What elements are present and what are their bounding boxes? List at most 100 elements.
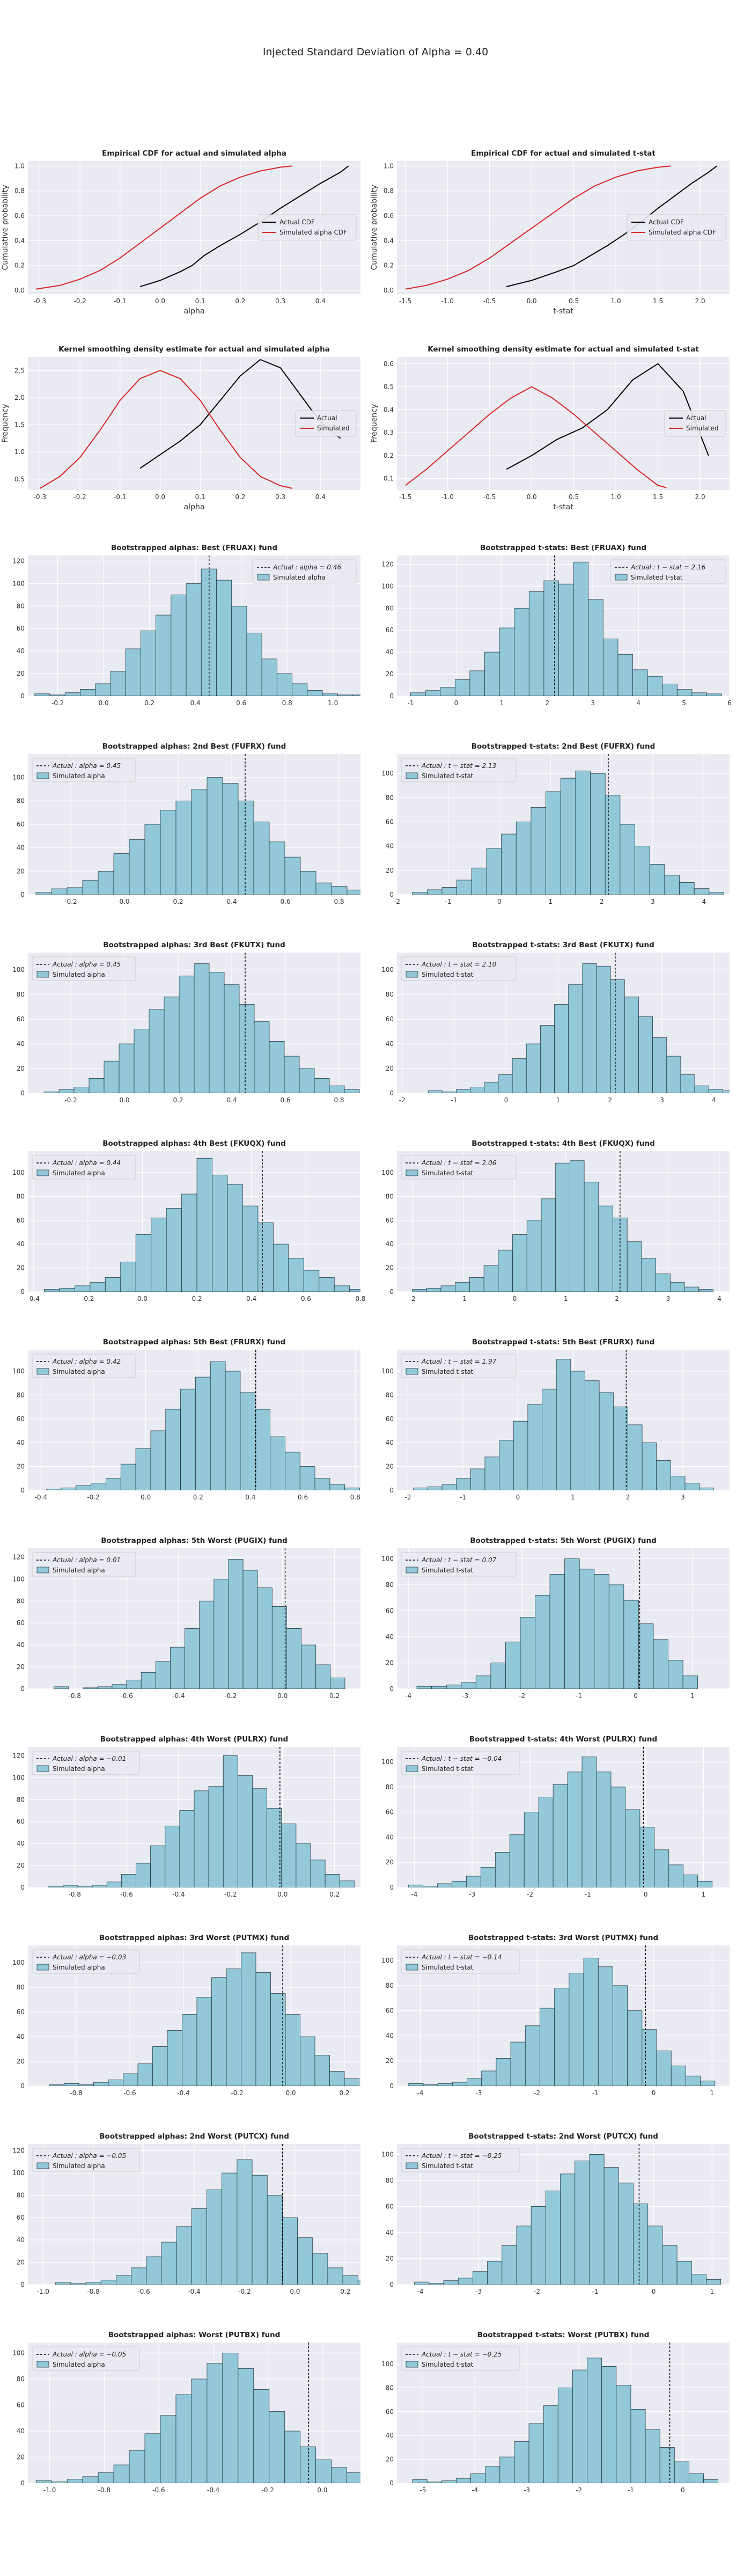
x-tick-label: 0 [681, 2486, 685, 2494]
histogram-bar [171, 594, 187, 696]
histogram-bar [120, 1463, 136, 1490]
x-tick-label: -1.0 [43, 2486, 56, 2494]
histogram-bar [307, 690, 323, 696]
histogram-bar [83, 1687, 98, 1689]
histogram-bar [85, 2282, 101, 2285]
histogram-bar [543, 2405, 558, 2483]
subplot-title: Kernel smoothing density estimate for ac… [428, 345, 699, 354]
x-tick-label: -1 [592, 2089, 599, 2097]
x-tick-label: -1 [460, 1295, 467, 1302]
x-tick-label: 0.6 [280, 898, 290, 905]
x-tick-label: 0.1 [195, 297, 205, 305]
legend-entry: Actual : alpha = −0.01 [52, 1755, 126, 1762]
y-tick-label: 100 [12, 1575, 25, 1583]
histogram-bar [461, 1682, 476, 1689]
x-axis-label: alpha [184, 503, 205, 511]
histogram-bar [73, 1087, 90, 1093]
histogram-bar [216, 580, 232, 696]
x-tick-label: 0.0 [141, 1494, 151, 1501]
histogram-bar [408, 2083, 424, 2086]
y-tick-label: 0 [20, 692, 25, 700]
y-tick-label: 0 [20, 1288, 25, 1296]
legend-entry: Simulated alpha CDF [649, 229, 716, 236]
histogram-bar [301, 1644, 316, 1689]
x-tick-label: 0.0 [285, 2089, 296, 2097]
histogram-bar [585, 1380, 600, 1490]
histogram-bar [61, 1488, 77, 1490]
y-tick-label: 0 [20, 1685, 25, 1693]
x-tick-label: -1 [460, 1494, 466, 1501]
histogram-bar [668, 1660, 683, 1689]
x-tick-label: 0 [497, 898, 502, 905]
histogram-bar [352, 694, 360, 696]
x-tick-label: 0.0 [527, 493, 537, 501]
y-tick-label: 60 [386, 626, 394, 634]
histogram-bar [473, 2271, 488, 2285]
histogram-bar [46, 1489, 62, 1490]
histogram-bar [699, 1488, 714, 1490]
histogram-bar [531, 807, 546, 895]
histogram-bar [152, 2046, 168, 2086]
histogram-bar [59, 1287, 75, 1292]
x-tick-label: -2 [534, 2288, 540, 2295]
x-tick-label: 3 [666, 1295, 671, 1302]
x-tick-label: 0 [634, 1692, 638, 1700]
x-tick-label: 0.2 [192, 1295, 202, 1302]
histogram-bar [416, 1686, 432, 1689]
subplot-title: Bootstrapped t-stats: Worst (PUTBX) fund [477, 2331, 650, 2339]
histogram-bar [662, 684, 678, 696]
histogram-bar [526, 1220, 542, 1292]
histogram-bar [412, 2479, 428, 2483]
legend-swatch [406, 2361, 418, 2368]
y-tick-label: 60 [386, 1217, 394, 1224]
histogram-bar [596, 1772, 612, 1887]
histogram-bar [327, 2267, 343, 2285]
legend-swatch [36, 1964, 49, 1971]
y-tick-label: 40 [386, 648, 394, 656]
y-tick-label: 0.0 [384, 287, 394, 294]
x-tick-label: 1 [500, 699, 504, 707]
histogram-bar [610, 979, 625, 1093]
y-tick-label: 100 [12, 2169, 25, 2177]
x-tick-label: 4 [702, 898, 706, 905]
legend-entry: Actual CDF [649, 218, 684, 226]
histogram-bar [737, 695, 751, 696]
histogram-bar [414, 2281, 430, 2285]
y-tick-label: 40 [386, 2432, 394, 2439]
legend-box [401, 1552, 517, 1577]
histogram-bar [80, 689, 96, 696]
histogram-bar [129, 2450, 145, 2483]
y-tick-label: 0 [20, 2082, 25, 2090]
legend-entry: Actual [686, 414, 706, 422]
histogram-bar [34, 693, 50, 696]
x-tick-label: -4 [417, 2089, 424, 2097]
y-tick-label: 80 [386, 991, 394, 998]
histogram-bar [568, 984, 583, 1093]
histogram-bar [261, 658, 277, 696]
histogram-bar [325, 1874, 340, 1887]
histogram-bar [144, 2433, 161, 2483]
histogram-bar [82, 880, 99, 895]
subplot-title: Bootstrapped alphas: 4th Best (FKUQX) fu… [102, 1139, 286, 1148]
legend-swatch [257, 574, 270, 581]
histogram-bar [191, 789, 208, 895]
histogram-bar [426, 2482, 442, 2483]
y-tick-label: 60 [17, 2214, 25, 2221]
x-tick-label: 0.5 [569, 493, 579, 501]
histogram-bar [209, 972, 225, 1093]
subplot-title: Bootstrapped alphas: 2nd Worst (PUTCX) f… [99, 2132, 289, 2141]
y-tick-label: 20 [386, 1264, 394, 1272]
legend-swatch [406, 1368, 418, 1375]
histogram-bar [458, 2278, 473, 2285]
legend-entry: Simulated [686, 425, 719, 432]
histogram-bar [569, 1973, 584, 2086]
x-tick-label: 0.3 [275, 493, 285, 501]
subplot-9: -0.2 0.0 0.2 0.4 0.6 0.8 0 20 40 60 80 100 Bootstrap… [12, 941, 360, 1104]
histogram-bar [628, 1424, 643, 1490]
histogram-bar [514, 2441, 529, 2483]
x-tick-label: -0.2 [51, 699, 64, 707]
histogram-bar [254, 1021, 270, 1093]
histogram-bar [91, 1483, 106, 1490]
subplot-17: -0.8 -0.6 -0.4 -0.2 0.0 0.2 0 20 40 60 80 100 120 Boo… [12, 1735, 360, 1898]
histogram-bar [656, 1274, 671, 1292]
